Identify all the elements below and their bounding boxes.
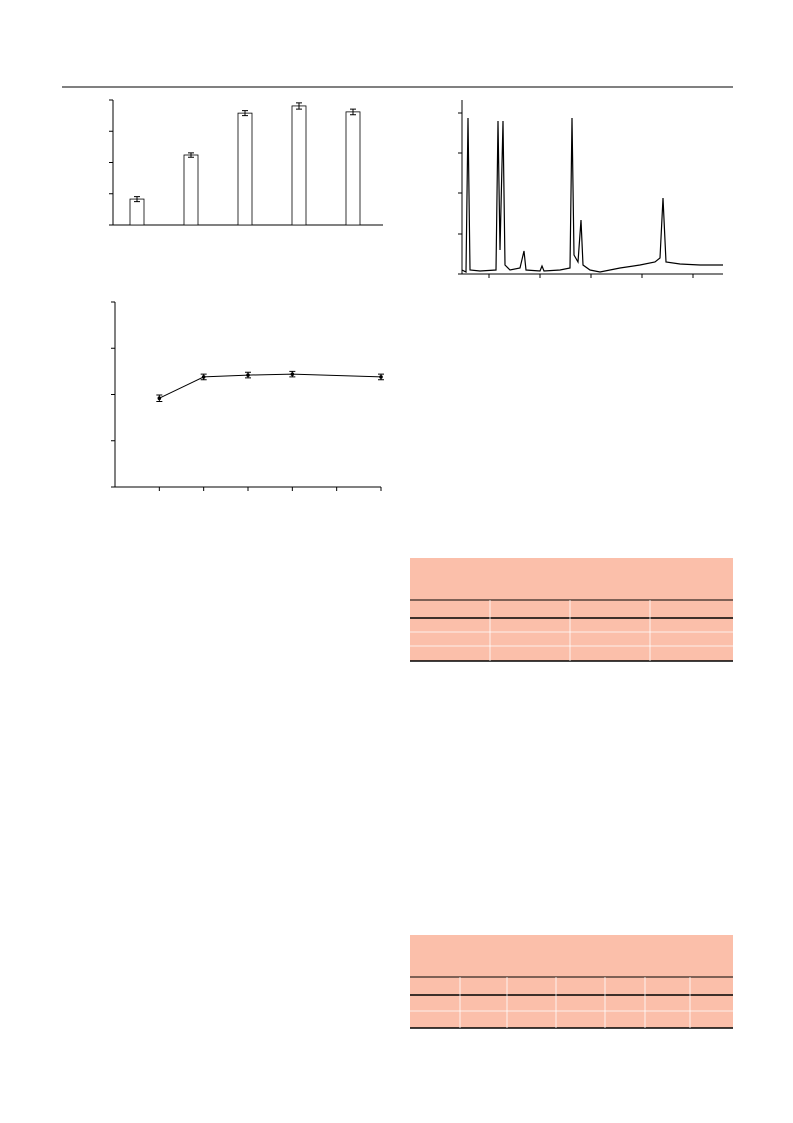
error-bar (134, 196, 140, 203)
data-point (290, 372, 295, 376)
bar (291, 105, 307, 226)
table-bg (410, 558, 733, 661)
data-line (461, 117, 723, 273)
table-grid (410, 977, 733, 1028)
error-bar (242, 110, 248, 117)
error-bar (188, 152, 194, 158)
data-point (379, 375, 383, 379)
bar (345, 111, 361, 226)
table-bg (410, 935, 733, 1028)
data-point (157, 396, 162, 401)
bar (183, 154, 199, 226)
table-2 (410, 935, 733, 1029)
bar (237, 112, 253, 226)
data-line (159, 373, 382, 399)
error-bar (296, 102, 302, 110)
data-point (246, 373, 250, 377)
error-bar (350, 108, 356, 116)
bar (129, 198, 145, 226)
table-1 (410, 558, 733, 662)
data-point (201, 375, 206, 379)
table-grid (410, 600, 733, 661)
